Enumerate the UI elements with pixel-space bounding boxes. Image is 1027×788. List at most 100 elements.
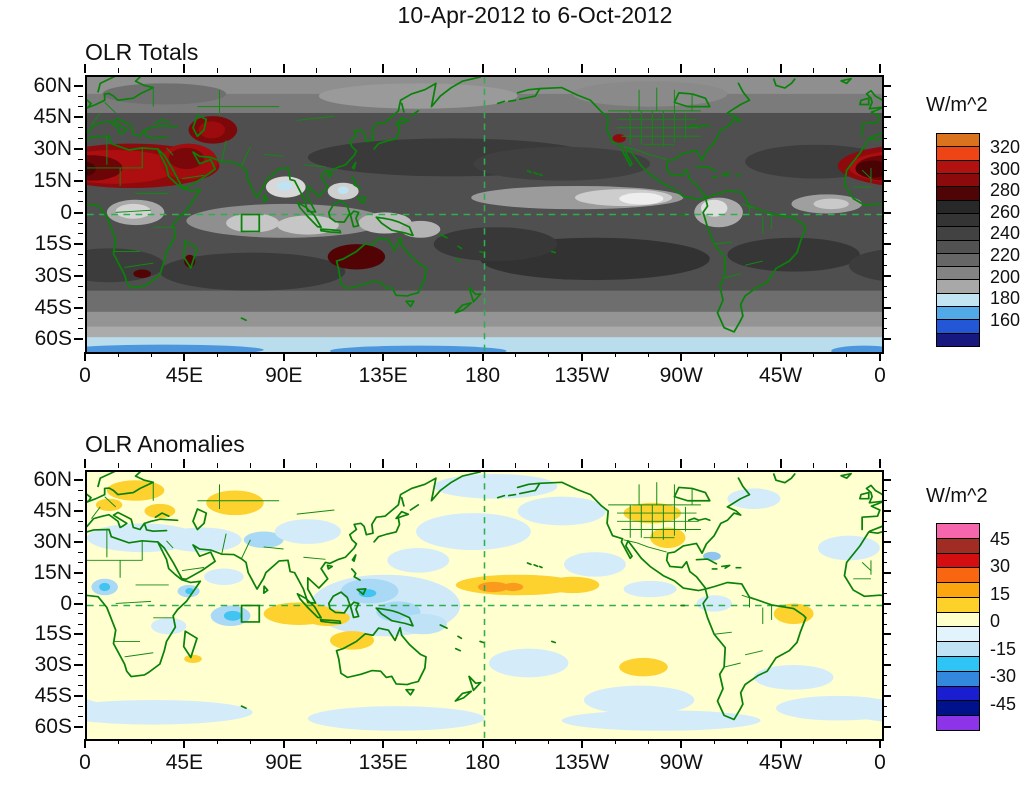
y-minor-tick [882,159,887,161]
x-minor-tick [217,463,218,468]
y-tick-label: 45N [33,499,72,523]
y-minor-tick [78,623,83,625]
x-tick-label: 180 [464,751,501,774]
colorbar-box [937,332,979,346]
olr-totals-map [85,75,884,354]
colorbar-box [937,292,979,307]
y-minor-tick [882,674,887,676]
x-minor-tick [415,352,417,357]
colorbar-totals [936,133,980,347]
y-major-tick [74,84,83,87]
colorbar-tick-label: 15 [990,584,1011,605]
x-minor-tick [217,68,218,73]
y-major-tick [882,211,891,214]
x-minor-tick [747,463,748,468]
y-major-tick [74,694,83,697]
x-minor-tick [846,352,848,357]
colorbar-box [937,552,979,568]
x-major-tick [183,459,186,468]
x-tick-label: 135W [554,751,610,774]
colorbar-tick-label: 300 [990,158,1021,179]
y-major-tick [882,510,891,513]
x-minor-tick [515,352,517,357]
x-minor-tick [448,463,450,468]
x-minor-tick [217,739,218,744]
y-minor-tick [78,644,83,646]
y-tick-label: 60N [33,73,72,97]
x-major-tick [382,64,385,73]
colorbar-box [937,134,979,147]
y-tick-label: 60N [33,468,72,492]
y-tick-label: 60S [34,327,72,351]
x-minor-tick [614,68,616,73]
y-minor-tick [78,674,83,676]
y-minor-tick [882,317,887,319]
x-tick-label: 135E [358,751,408,774]
colorbar-box [937,626,979,642]
colorbar-tick-label: 320 [990,136,1021,157]
y-minor-tick [78,520,83,522]
y-minor-tick [882,685,887,687]
x-tick-label: 45E [165,751,204,774]
y-major-tick [74,306,83,309]
x-minor-tick [150,352,152,357]
x-minor-tick [150,739,152,744]
colorbar-tick-label: 220 [990,245,1021,266]
y-major-tick [74,510,83,513]
y-major-tick [882,694,891,697]
colorbar-tick-label: 45 [990,529,1011,550]
x-major-tick [779,64,782,73]
x-major-tick [779,739,782,748]
x-major-tick [680,739,683,748]
colorbar-box [937,715,979,730]
y-minor-tick [78,582,83,584]
x-minor-tick [448,68,450,73]
y-tick-label: 15N [33,168,72,192]
y-minor-tick [882,233,887,235]
x-tick-label: 0 [874,751,886,774]
y-minor-tick [78,296,83,298]
x-major-tick [779,459,782,468]
y-minor-tick [78,715,83,717]
x-minor-tick [415,463,417,468]
x-minor-tick [316,68,318,73]
y-major-tick [74,571,83,574]
x-tick-label: 135E [358,364,408,387]
colorbar-tick-label: -45 [990,694,1017,715]
y-minor-tick [882,531,887,533]
y-minor-tick [78,328,83,330]
y-minor-tick [882,490,887,492]
y-minor-tick [78,264,83,266]
y-minor-tick [78,317,83,319]
y-minor-tick [78,490,83,492]
x-major-tick [382,352,385,361]
y-major-tick [882,571,891,574]
y-major-tick [74,540,83,543]
colorbar-box [937,700,979,716]
x-major-tick [481,459,484,468]
x-minor-tick [316,352,318,357]
x-tick-label: 45W [759,751,803,774]
x-major-tick [282,64,285,73]
y-minor-tick [882,264,887,266]
x-major-tick [481,352,484,361]
x-minor-tick [548,352,550,357]
y-tick-label: 45S [34,683,72,707]
colorbar-box [937,656,979,671]
x-minor-tick [813,68,815,73]
y-minor-tick [78,592,83,594]
y-major-tick [74,602,83,605]
y-minor-tick [78,127,83,129]
y-major-tick [882,602,891,605]
x-minor-tick [217,352,218,357]
x-minor-tick [515,463,517,468]
y-tick-label: 30S [34,263,72,287]
y-tick-label: 0 [60,591,72,615]
y-minor-tick [882,520,887,522]
y-minor-tick [882,296,887,298]
y-tick-label: 60S [34,714,72,738]
y-minor-tick [882,551,887,553]
y-minor-tick [882,201,887,203]
colorbar-box [937,239,979,253]
y-major-tick [74,725,83,728]
